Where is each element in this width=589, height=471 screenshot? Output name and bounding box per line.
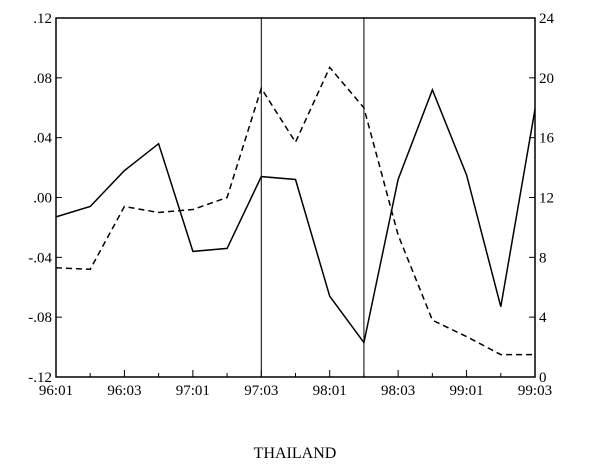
x-tick-label: 98:01 bbox=[313, 383, 347, 399]
x-tick-label: 97:03 bbox=[244, 383, 278, 399]
right-tick-label: 8 bbox=[539, 250, 547, 266]
left-tick-label: .08 bbox=[33, 71, 52, 87]
right-tick-label: 16 bbox=[539, 131, 555, 147]
left-tick-label: .00 bbox=[33, 191, 52, 207]
x-tick-label: 96:01 bbox=[39, 383, 73, 399]
series-line-solid bbox=[55, 87, 536, 345]
right-tick-label: 12 bbox=[539, 191, 554, 207]
left-tick-label: .04 bbox=[33, 131, 52, 147]
x-tick-label: 99:01 bbox=[449, 383, 483, 399]
series-layer bbox=[55, 66, 536, 356]
x-tick-label: 99:03 bbox=[518, 383, 552, 399]
x-tick-label: 97:01 bbox=[176, 383, 210, 399]
vertical-reference-lines bbox=[260, 18, 365, 377]
left-tick-label: -.12 bbox=[28, 370, 52, 386]
right-tick-label: 0 bbox=[539, 370, 547, 386]
left-tick-label: -.08 bbox=[28, 310, 52, 326]
x-tick-label: 96:03 bbox=[107, 383, 141, 399]
x-axis: 96:01 96:03 97:01 97:03 98:01 98:03 99:01 99:03 bbox=[39, 370, 552, 399]
left-tick-label: .12 bbox=[33, 11, 52, 27]
chart-title: THAILAND bbox=[254, 445, 337, 462]
right-tick-label: 24 bbox=[539, 11, 555, 27]
x-tick-label: 98:03 bbox=[381, 383, 415, 399]
right-tick-label: 4 bbox=[539, 310, 547, 326]
right-axis: 0 4 8 12 16 20 24 bbox=[529, 11, 555, 386]
plot-frame bbox=[55, 17, 536, 378]
left-tick-label: -.04 bbox=[28, 250, 52, 266]
right-tick-label: 20 bbox=[539, 71, 554, 87]
left-axis: -.12 -.08 -.04 .00 .04 .08 .12 bbox=[28, 11, 62, 386]
series-line-dashed bbox=[55, 66, 535, 356]
